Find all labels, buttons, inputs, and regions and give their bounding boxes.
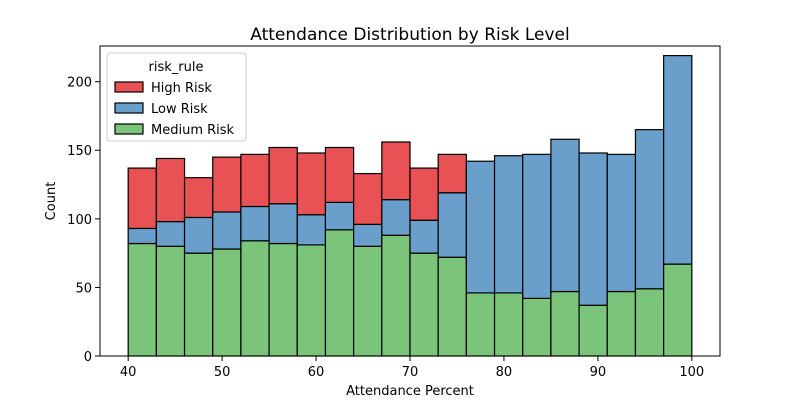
bar-medium-risk-1 [155, 245, 186, 357]
bar-high-risk-5 [268, 146, 298, 205]
bar-low-risk-2 [183, 216, 214, 254]
bar-high-risk-8 [353, 172, 383, 225]
bar-medium-risk-18 [634, 288, 665, 357]
bar-medium-risk-12 [465, 292, 496, 357]
bar-high-risk-4 [240, 153, 270, 208]
bar-low-risk-16 [578, 152, 608, 306]
bar-medium-risk-11 [437, 256, 467, 357]
bar-low-risk-10 [409, 219, 439, 254]
bar-low-risk-19 [663, 54, 693, 265]
x-tick-label: 70 [402, 365, 419, 380]
y-tick-label: 50 [75, 281, 92, 296]
y-tick-label: 150 [67, 144, 92, 159]
y-tick-label: 200 [67, 76, 92, 91]
bar-high-risk-1 [155, 157, 186, 223]
legend: risk_rule High Risk Low Risk Medium Risk [106, 52, 247, 142]
x-axis-label: Attendance Percent [346, 384, 474, 399]
x-axis: 40 50 60 70 80 90 100 [120, 356, 704, 380]
x-tick-label: 90 [590, 365, 607, 380]
bar-layer [127, 54, 693, 357]
x-tick-label: 80 [496, 365, 513, 380]
bar-medium-risk-3 [212, 248, 242, 357]
bar-medium-risk-0 [127, 242, 157, 357]
legend-label-low-risk: Low Risk [151, 102, 208, 117]
bar-low-risk-12 [465, 160, 496, 294]
x-tick-label: 50 [214, 365, 231, 380]
bar-high-risk-6 [296, 152, 327, 216]
legend-label-high-risk: High Risk [151, 81, 212, 96]
legend-title: risk_rule [149, 60, 204, 75]
y-tick-label: 100 [67, 213, 92, 228]
bar-low-risk-3 [212, 211, 242, 250]
y-tick-label: 0 [84, 350, 92, 365]
legend-swatch-low-risk [114, 102, 144, 114]
bar-medium-risk-8 [353, 245, 383, 357]
bar-low-risk-6 [296, 214, 327, 246]
bar-high-risk-10 [409, 167, 439, 221]
chart-title: Attendance Distribution by Risk Level [250, 25, 569, 45]
bar-high-risk-0 [127, 167, 157, 230]
bar-medium-risk-5 [268, 242, 298, 357]
bar-low-risk-0 [127, 227, 157, 245]
bar-low-risk-4 [240, 205, 270, 242]
y-axis: 0 50 100 150 200 [67, 76, 100, 365]
bar-medium-risk-4 [240, 240, 270, 357]
bar-medium-risk-2 [183, 252, 214, 357]
bar-high-risk-11 [437, 153, 467, 194]
bar-low-risk-8 [353, 223, 383, 247]
bar-low-risk-13 [493, 155, 524, 294]
legend-label-medium-risk: Medium Risk [151, 123, 235, 138]
bar-medium-risk-16 [578, 304, 608, 357]
bar-high-risk-7 [324, 146, 355, 203]
plot-frame [99, 45, 721, 357]
bar-low-risk-14 [522, 153, 552, 299]
bar-medium-risk-10 [409, 252, 439, 357]
bar-low-risk-7 [324, 201, 355, 231]
x-tick-label: 40 [120, 365, 137, 380]
bar-low-risk-11 [437, 192, 467, 258]
bar-low-risk-9 [381, 199, 411, 236]
bar-medium-risk-7 [324, 229, 355, 357]
bar-medium-risk-9 [381, 234, 411, 357]
bar-low-risk-5 [268, 203, 298, 245]
bar-medium-risk-6 [296, 244, 327, 357]
x-tick-label: 100 [679, 365, 704, 380]
bar-low-risk-18 [634, 129, 665, 290]
bar-medium-risk-14 [522, 297, 552, 357]
legend-swatch-medium-risk [114, 123, 144, 135]
bar-low-risk-15 [550, 138, 580, 293]
bar-medium-risk-13 [493, 292, 524, 357]
bar-low-risk-1 [155, 220, 186, 247]
bar-medium-risk-19 [663, 263, 693, 357]
bar-low-risk-17 [606, 153, 637, 293]
bar-medium-risk-15 [550, 290, 580, 357]
bar-high-risk-3 [212, 156, 242, 213]
bar-medium-risk-17 [606, 290, 637, 357]
bar-high-risk-9 [381, 141, 411, 201]
legend-swatch-high-risk [114, 81, 144, 93]
x-tick-label: 60 [308, 365, 325, 380]
bar-high-risk-2 [183, 177, 214, 219]
legend-box [106, 52, 247, 142]
y-axis-label: Count [44, 182, 59, 221]
